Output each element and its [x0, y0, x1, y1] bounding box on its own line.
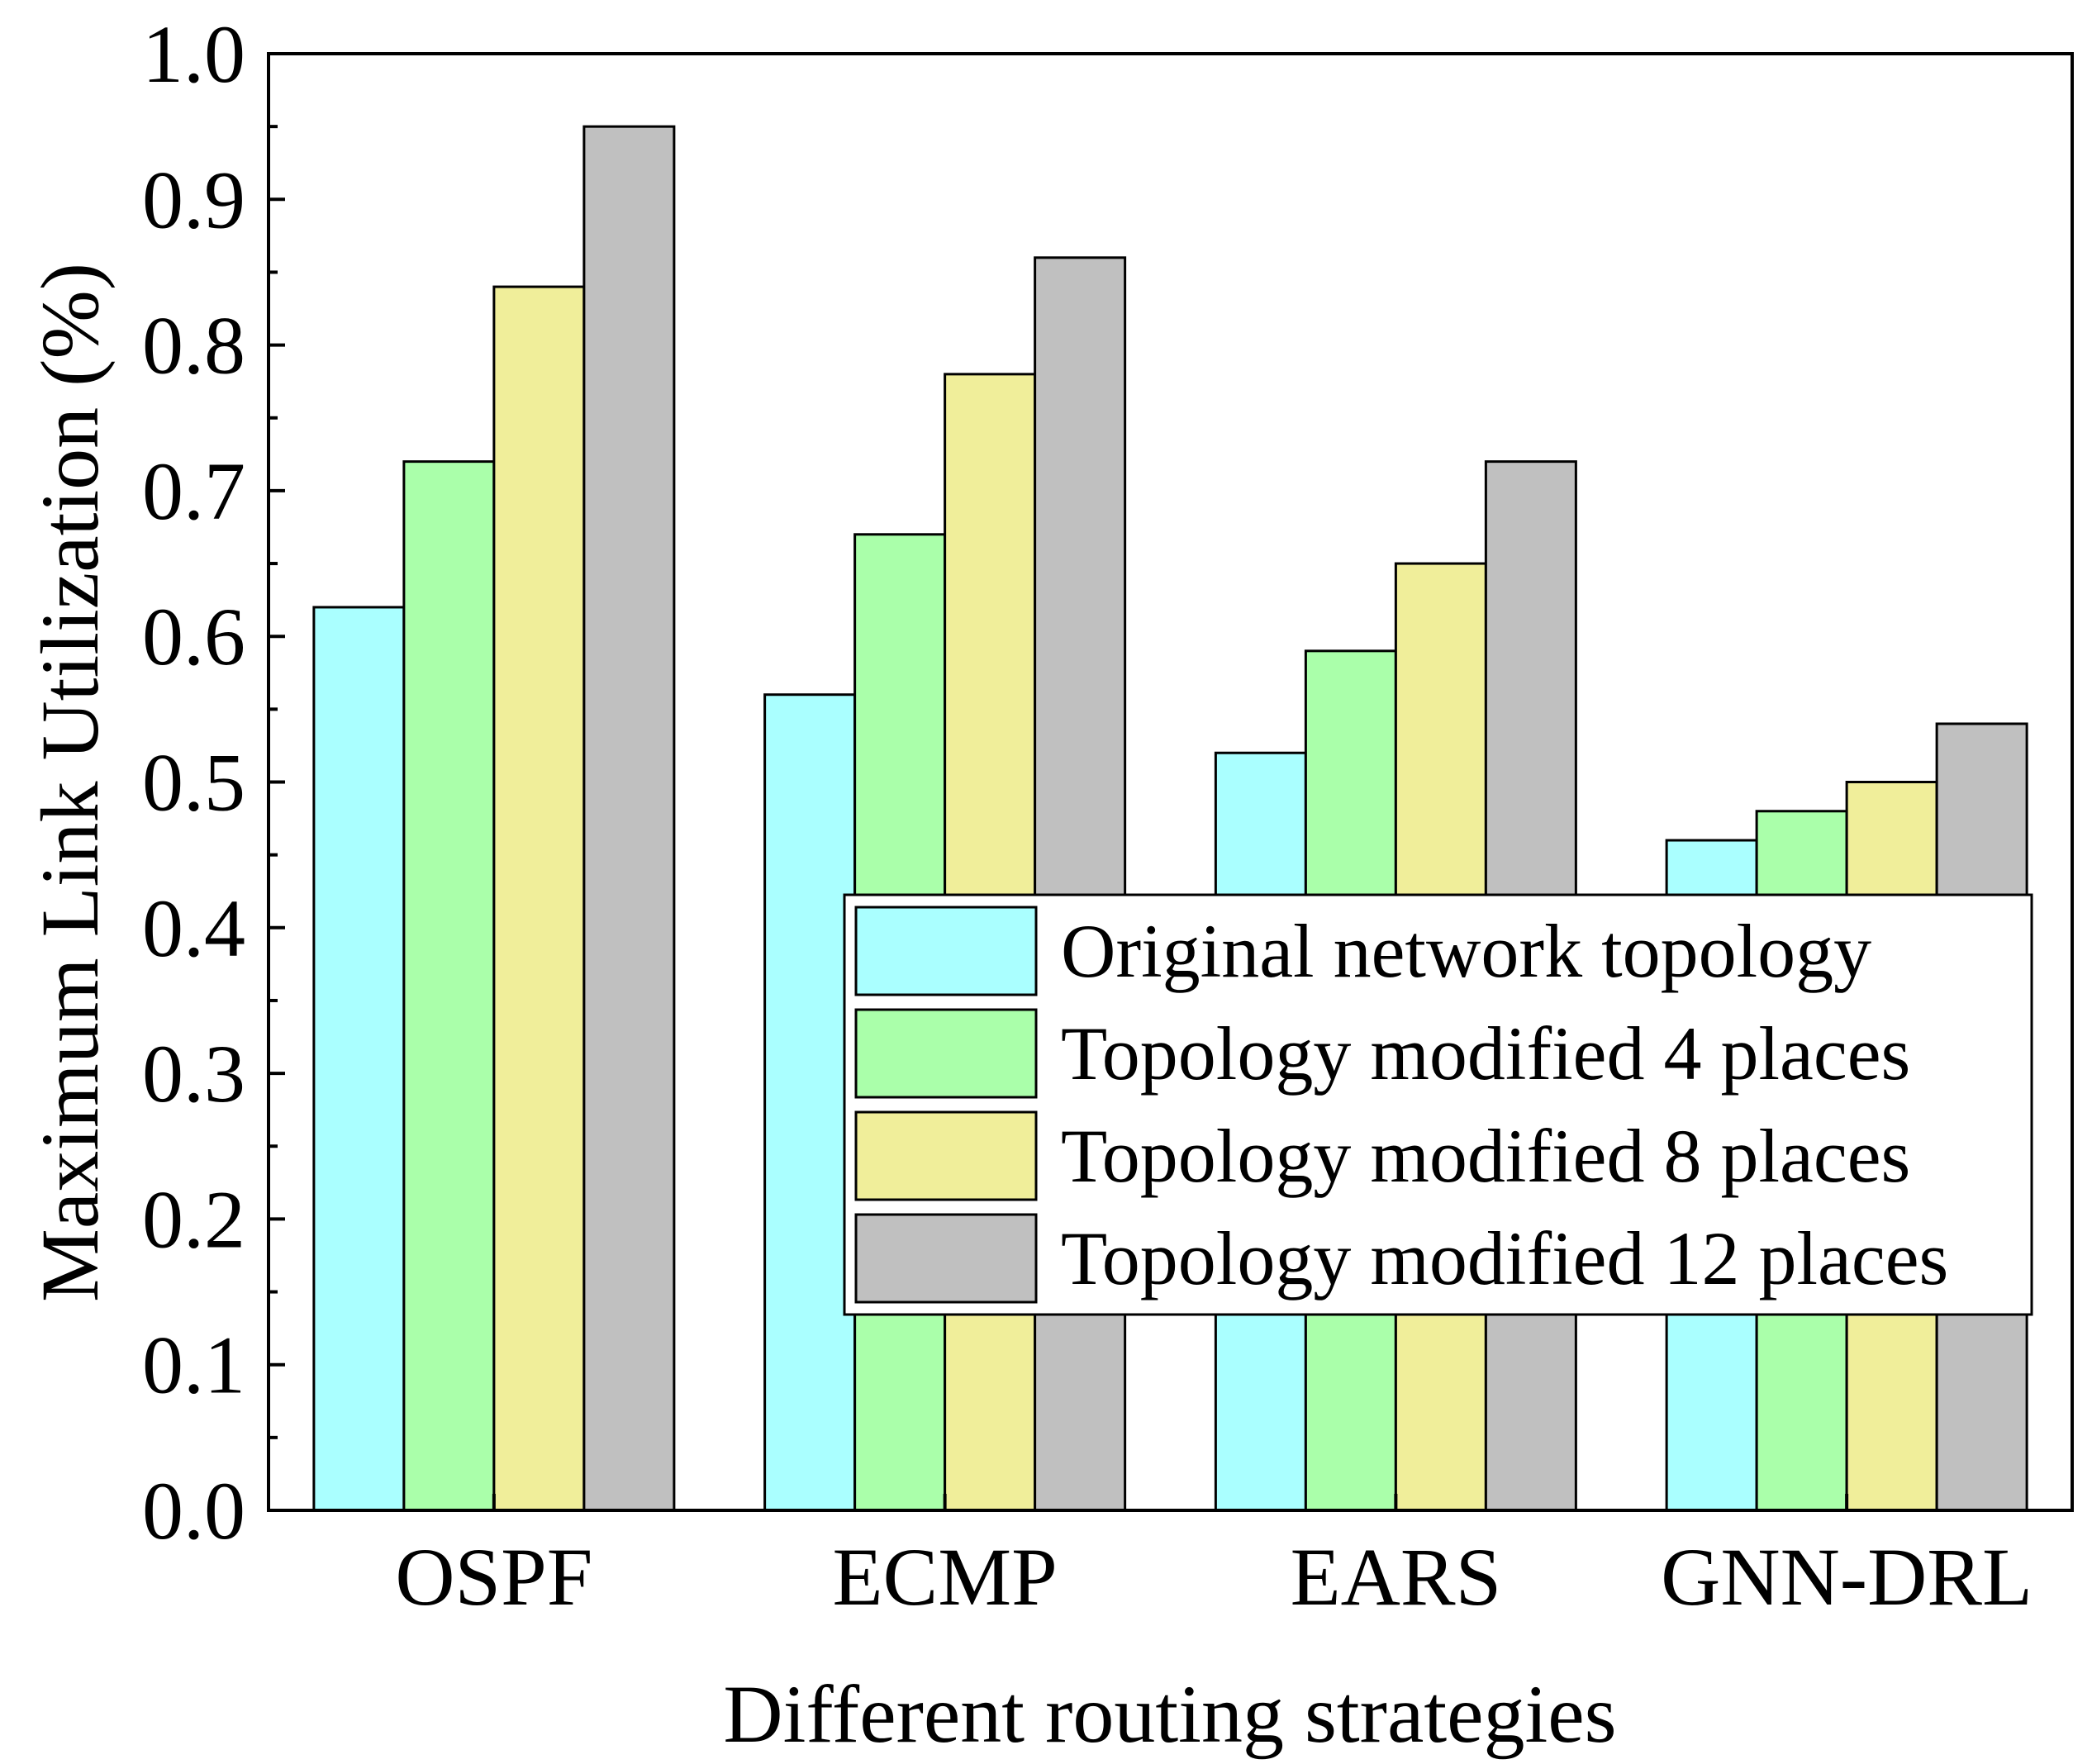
y-tick-label: 1.0	[142, 8, 245, 100]
legend-swatch	[854, 1213, 1038, 1304]
y-tick-label: 0.4	[142, 882, 245, 974]
y-tick-label: 0.6	[142, 591, 245, 682]
bar-ospf-series-3	[492, 285, 586, 1512]
x-tick-label: GNN-DRL	[1661, 1531, 2033, 1623]
y-tick-label: 0.0	[142, 1465, 245, 1557]
y-tick-label: 0.9	[142, 154, 245, 245]
y-tick-label: 0.5	[142, 737, 245, 829]
x-tick-label: ECMP	[832, 1531, 1057, 1623]
legend-box	[843, 893, 2033, 1316]
bar-ospf-series-4	[582, 125, 676, 1512]
y-axis-title: Maximum Link Utilization (%)	[24, 263, 116, 1302]
y-tick-label: 0.7	[142, 445, 245, 537]
legend: Original network topology Topology modifi…	[843, 893, 2033, 1316]
legend-swatch	[854, 1110, 1038, 1201]
y-tick-label: 0.1	[142, 1319, 245, 1411]
y-axis-ticks: 0.0 0.1 0.2 0.3 0.4 0.5 0.6 0.7 0.8 0.9 1.0	[142, 8, 285, 1557]
legend-label: Topology modified 8 places	[1061, 1114, 1910, 1198]
x-tick-label: OSPF	[395, 1531, 592, 1623]
legend-label: Topology modified 4 places	[1061, 1011, 1910, 1096]
x-tick-label: EARS	[1291, 1531, 1502, 1623]
bar-ospf-series-1	[312, 606, 406, 1512]
legend-swatch	[854, 906, 1038, 996]
y-tick-label: 0.2	[142, 1173, 245, 1265]
bar-ecmp-series-1	[763, 693, 857, 1512]
legend-swatch	[854, 1008, 1038, 1099]
bar-ospf-series-2	[402, 460, 496, 1512]
legend-items: Original network topology Topology modifi…	[854, 906, 1948, 1304]
y-tick-label: 0.8	[142, 300, 245, 392]
x-axis-ticks: OSPF ECMP EARS GNN-DRL	[395, 1494, 2033, 1623]
bar-ecmp-series-4	[1034, 256, 1127, 1512]
y-tick-label: 0.3	[142, 1028, 245, 1120]
legend-label: Topology modified 12 places	[1061, 1216, 1948, 1300]
legend-label: Original network topology	[1061, 909, 1871, 993]
x-axis-title: Different routing strategies	[723, 1668, 1616, 1760]
bars-layer	[312, 125, 2028, 1512]
